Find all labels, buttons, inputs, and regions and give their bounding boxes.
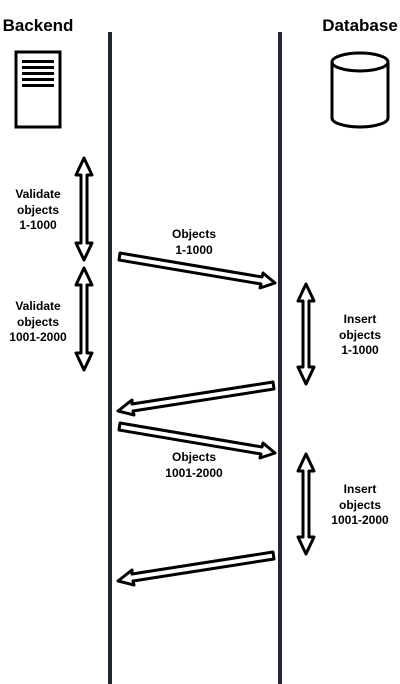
message-label-line: Objects (172, 450, 216, 464)
backend-label: Backend (3, 16, 74, 35)
message-label-line: 1001-2000 (165, 466, 223, 480)
note-line: Insert (344, 312, 377, 326)
insert-2-activity-arrow (296, 452, 316, 556)
insert-2-note: Insert objects 1001-2000 (331, 482, 389, 527)
validate-2-activity-arrow (74, 266, 94, 372)
note-line: 1001-2000 (331, 513, 389, 527)
message-send-2-arrow (117, 421, 277, 460)
insert-1-note: Insert objects 1-1000 (339, 312, 381, 357)
validate-1-note: Validate objects 1-1000 (15, 187, 61, 232)
note-line: 1-1000 (341, 343, 379, 357)
server-icon (14, 50, 62, 129)
message-ack-2-arrow (116, 550, 276, 587)
note-line: Validate (15, 299, 61, 313)
note-line: 1001-2000 (9, 330, 67, 344)
database-label: Database (322, 16, 398, 35)
message-label-line: 1-1000 (175, 243, 213, 257)
note-line: 1-1000 (19, 218, 57, 232)
validate-2-note: Validate objects 1001-2000 (9, 299, 67, 344)
note-line: Validate (15, 187, 61, 201)
message-label-line: Objects (172, 227, 216, 241)
note-line: objects (339, 328, 381, 342)
note-line: objects (339, 498, 381, 512)
note-line: objects (17, 315, 59, 329)
note-line: objects (17, 203, 59, 217)
message-send-1-label: Objects 1-1000 (172, 227, 216, 257)
message-send-2-label: Objects 1001-2000 (165, 450, 223, 480)
message-send-1-arrow (117, 251, 277, 290)
validate-1-activity-arrow (74, 156, 94, 262)
message-ack-1-arrow (116, 380, 276, 417)
insert-1-activity-arrow (296, 282, 316, 386)
database-icon (330, 51, 390, 129)
note-line: Insert (344, 482, 377, 496)
